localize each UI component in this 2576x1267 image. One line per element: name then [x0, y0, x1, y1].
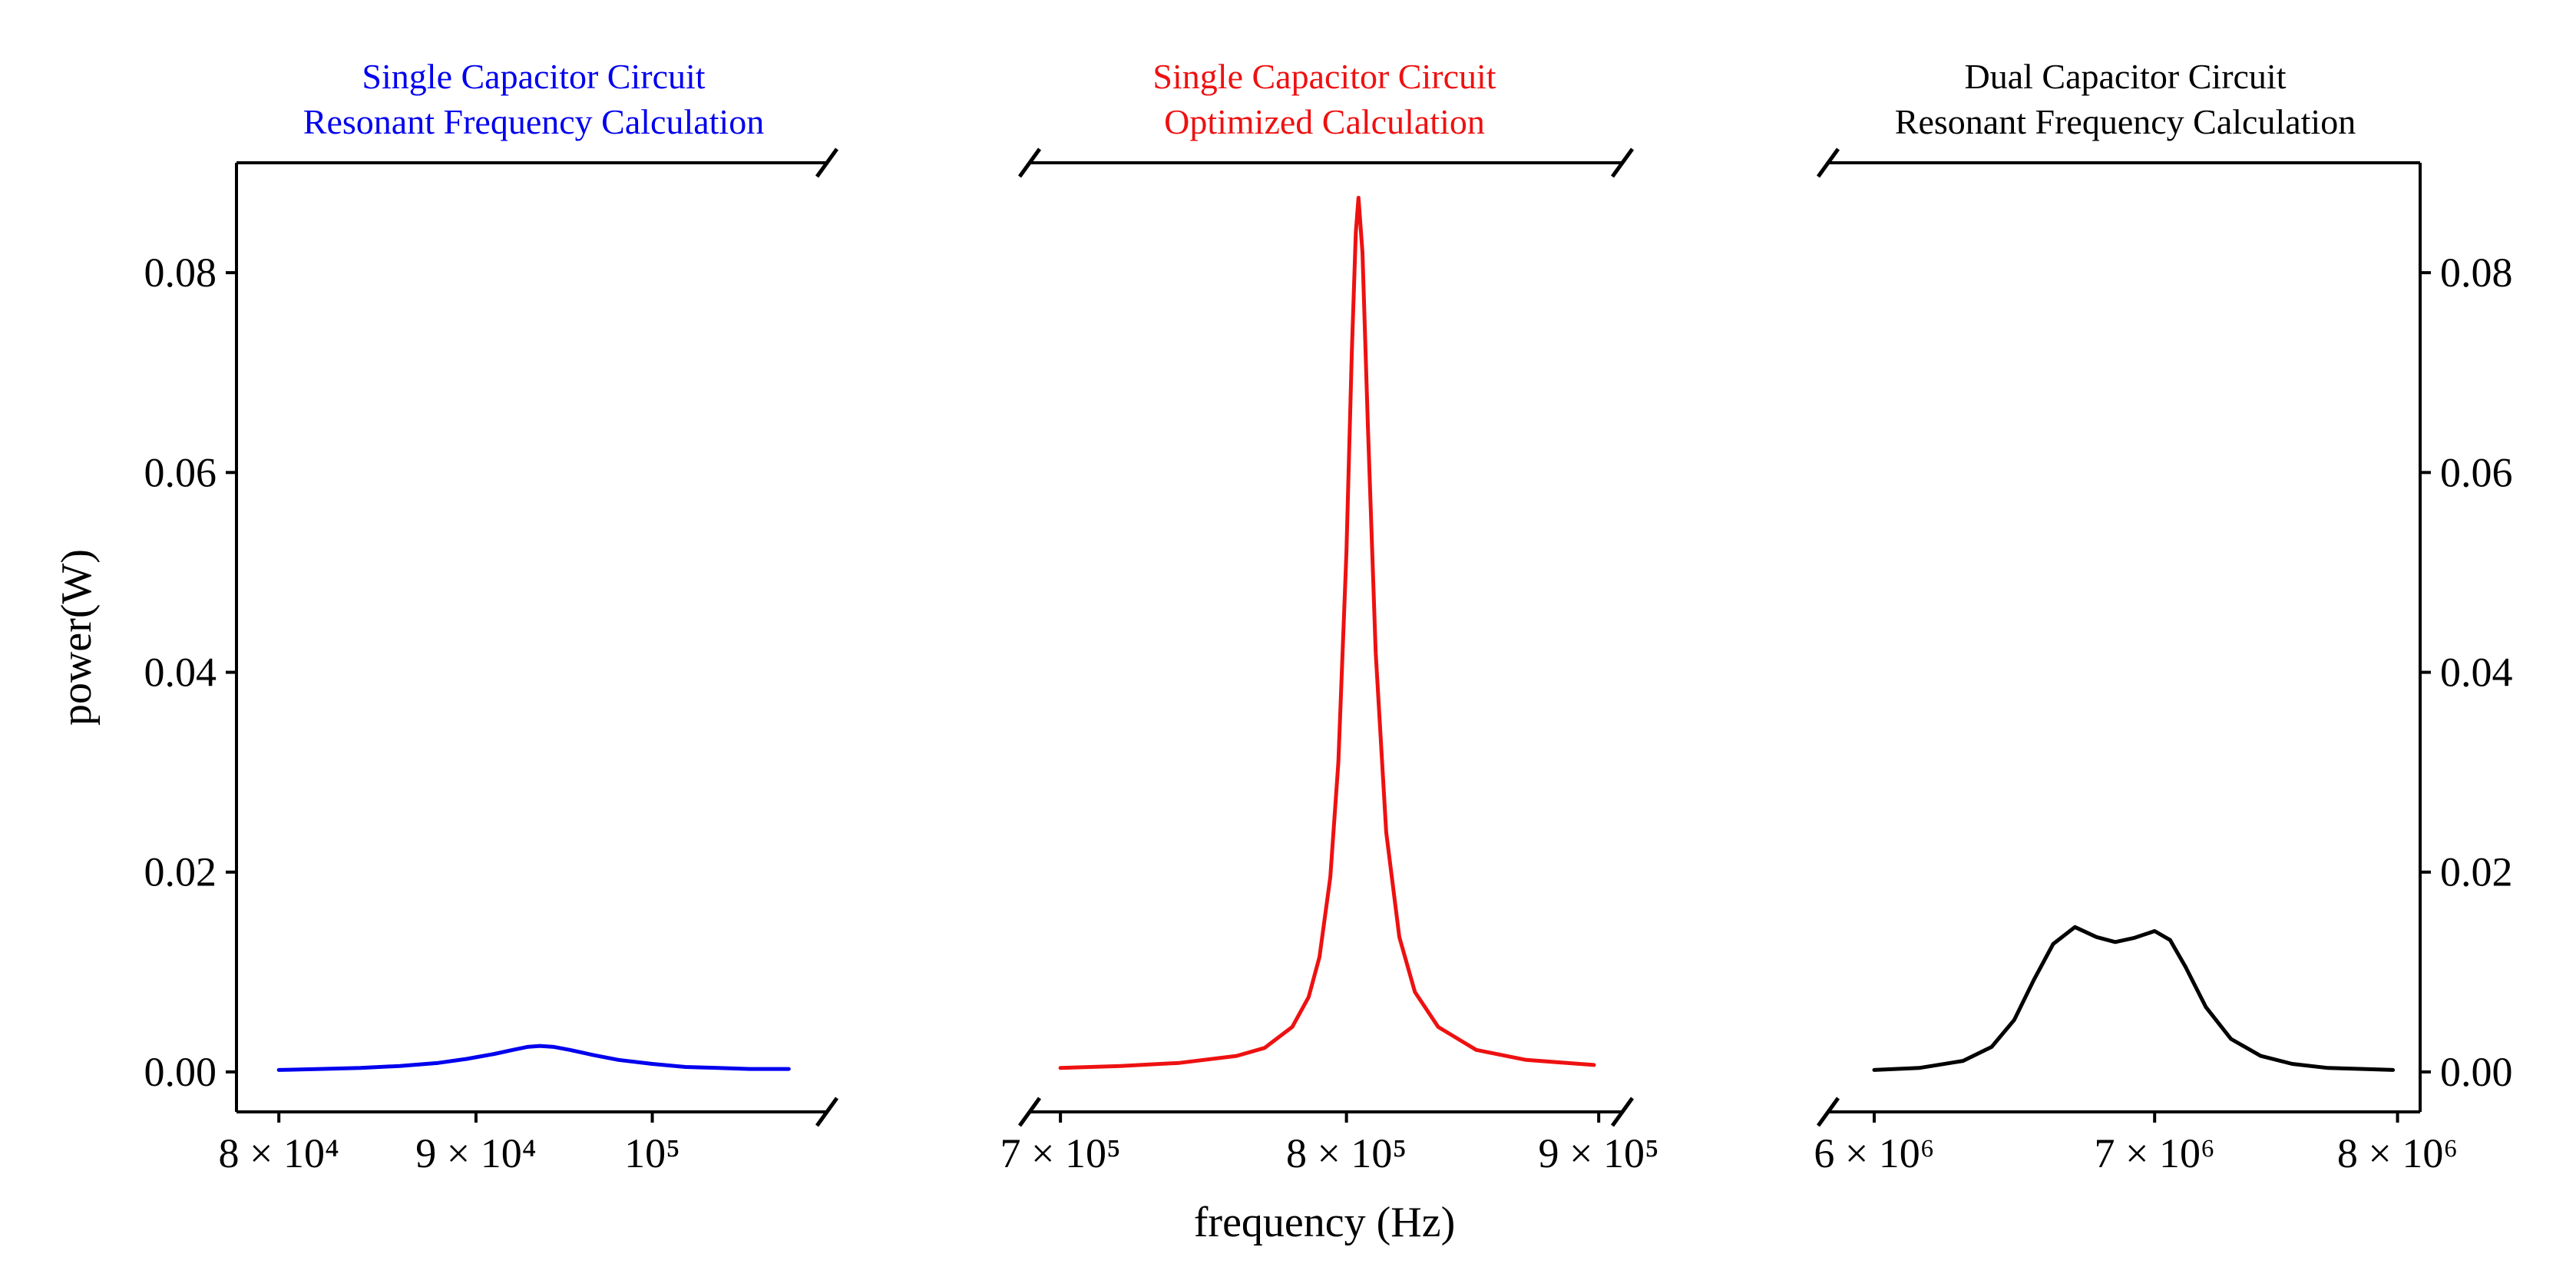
series — [276, 1044, 791, 1072]
y-tick-label: 0.02 — [2440, 849, 2513, 895]
x-axis: 8 × 10⁴ 9 × 10⁴ 10⁵ — [219, 1112, 680, 1176]
y-tick-label: 0.06 — [144, 449, 217, 495]
series-line — [276, 1044, 791, 1072]
x-axis: 6 × 10⁶ 7 × 10⁶ 8 × 10⁶ — [1814, 1112, 2458, 1176]
axis-break-mark-bottom-right — [815, 1097, 839, 1127]
series-line — [1872, 925, 2396, 1072]
axis-break-mark-bottom-left — [1017, 1097, 1042, 1127]
series-line — [1058, 196, 1596, 1070]
y-tick-label: 0.00 — [144, 1049, 217, 1095]
y-axis-right: 0.00 0.02 0.04 0.06 0.08 — [2420, 250, 2513, 1095]
series — [1058, 196, 1596, 1070]
x-tick-label: 9 × 10⁴ — [415, 1130, 536, 1176]
panel-dual-capacitor-resonant: Dual Capacitor Circuit Resonant Frequenc… — [1814, 57, 2512, 1176]
axis-break-mark-top-left — [1017, 147, 1042, 178]
y-axis-left: 0.00 0.02 0.04 0.06 0.08 — [144, 250, 236, 1095]
x-axis: 7 × 10⁵ 8 × 10⁵ 9 × 10⁵ — [1000, 1112, 1659, 1176]
y-tick-label: 0.00 — [2440, 1049, 2513, 1095]
series — [1872, 925, 2396, 1072]
panel-title-line-2: Optimized Calculation — [1164, 102, 1485, 141]
panel-title-line-2: Resonant Frequency Calculation — [303, 102, 764, 141]
x-axis-label: frequency (Hz) — [1194, 1199, 1455, 1246]
y-tick-label: 0.04 — [144, 650, 217, 696]
y-tick-label: 0.08 — [144, 250, 217, 296]
axis-break-mark-top-right — [815, 147, 839, 178]
x-tick-label: 8 × 10⁵ — [1286, 1130, 1407, 1176]
y-axis-label: power(W) — [53, 549, 101, 726]
x-tick-label: 6 × 10⁶ — [1814, 1130, 1934, 1176]
y-tick-label: 0.04 — [2440, 650, 2513, 696]
panel-single-capacitor-resonant: Single Capacitor Circuit Resonant Freque… — [144, 57, 839, 1176]
panel-title-line-1: Single Capacitor Circuit — [362, 57, 705, 96]
x-tick-label: 8 × 10⁶ — [2337, 1130, 2458, 1176]
axis-break-mark-bottom-right — [1610, 1097, 1635, 1127]
x-tick-label: 8 × 10⁴ — [219, 1130, 339, 1176]
y-tick-label: 0.02 — [144, 849, 217, 895]
axis-break-mark-top-right — [1610, 147, 1635, 178]
x-tick-label: 7 × 10⁶ — [2095, 1130, 2215, 1176]
axis-break-mark-top-left — [1816, 147, 1840, 178]
axis-break-mark-bottom-left — [1816, 1097, 1840, 1127]
x-tick-label: 9 × 10⁵ — [1539, 1130, 1659, 1176]
x-tick-label: 10⁵ — [624, 1130, 680, 1176]
y-tick-label: 0.08 — [2440, 250, 2513, 296]
panel-title-line-1: Single Capacitor Circuit — [1152, 57, 1496, 96]
x-tick-label: 7 × 10⁵ — [1000, 1130, 1120, 1176]
y-tick-label: 0.06 — [2440, 449, 2513, 495]
panel-single-capacitor-optimized: Single Capacitor Circuit Optimized Calcu… — [1000, 57, 1658, 1246]
panel-title-line-1: Dual Capacitor Circuit — [1965, 57, 2287, 96]
panel-title-line-2: Resonant Frequency Calculation — [1895, 102, 2356, 141]
